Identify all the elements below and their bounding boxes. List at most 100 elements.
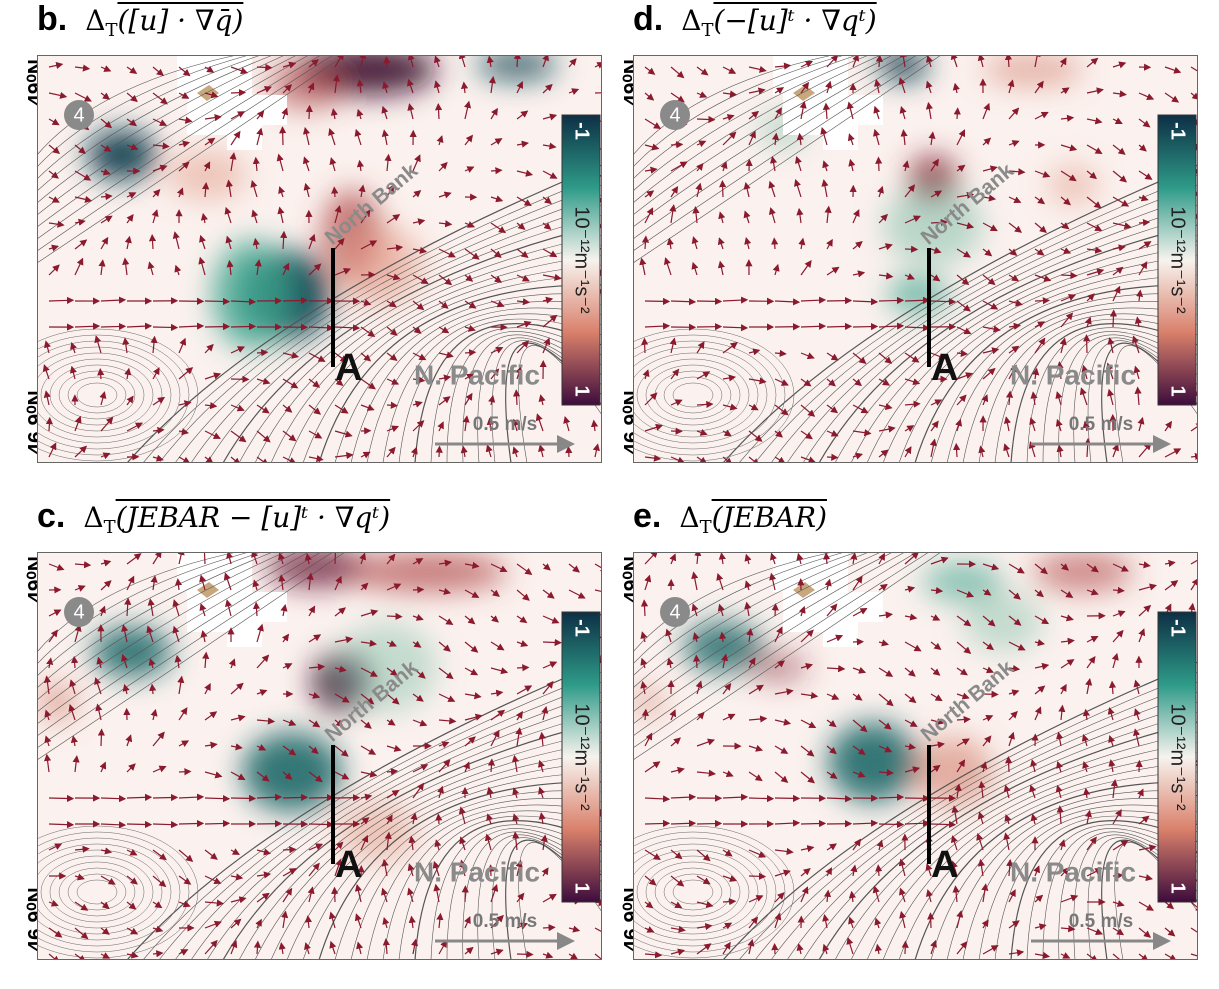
velocity-arrow [278,552,285,565]
velocity-arrow [696,66,709,76]
velocity-arrow [464,736,476,747]
velocity-arrow [69,365,77,380]
velocity-arrow [230,298,257,306]
velocity-arrow [1060,312,1074,328]
velocity-arrow [1134,316,1142,328]
velocity-arrow [74,64,91,72]
colorbar-bottom-label: 1 [1167,882,1189,893]
velocity-arrow [982,367,996,380]
contour [633,352,759,438]
velocity-arrow [172,231,180,250]
velocity-arrow [74,585,86,592]
velocity-arrow [847,133,855,146]
velocity-arrow [538,812,546,825]
velocity-arrow [542,170,558,179]
velocity-arrow [1086,196,1102,209]
velocity-arrow [280,603,288,617]
title-expression: (JEBAR) [711,501,827,534]
velocity-arrow [743,181,751,198]
velocity-arrow [280,230,288,250]
velocity-arrow [1135,289,1144,302]
velocity-arrow [1034,80,1044,94]
velocity-arrow [360,609,379,617]
velocity-arrow [852,55,859,68]
velocity-arrow [1059,57,1067,68]
velocity-arrow [384,831,392,851]
velocity-arrow [332,74,341,94]
contour [633,55,858,180]
velocity-arrow [386,300,397,308]
velocity-arrow [100,193,113,201]
velocity-arrow [670,161,688,172]
velocity-arrow [1190,422,1198,432]
contour [302,274,602,463]
velocity-arrow [178,707,188,721]
velocity-arrow [748,130,756,146]
velocity-arrow [930,274,941,282]
velocity-arrow [152,765,167,773]
contour [786,204,1198,463]
contour [206,214,602,463]
site-label: 4 [73,601,84,623]
contour [58,867,136,917]
velocity-arrow [516,563,533,575]
velocity-arrow [800,430,813,440]
field-blob [1048,165,1098,205]
velocity-arrow [930,420,939,432]
velocity-arrow [644,322,671,330]
velocity-arrow [774,430,784,438]
field-blob [828,722,918,802]
velocity-arrow [538,731,546,747]
velocity-arrow [1086,117,1103,125]
velocity-arrow [644,190,655,198]
velocity-arrow [281,107,289,120]
velocity-arrow [149,683,157,695]
panel: d.ΔT(−[u]ᵗ · ∇qᵗ)49⁰N46.9⁰N153.5⁰E155.6⁰… [596,0,1201,495]
field-blob [888,275,948,315]
velocity-arrow [1034,248,1045,256]
contour [633,55,930,252]
velocity-arrow [1059,337,1067,354]
field-blob [1033,552,1133,592]
velocity-arrow [772,263,780,276]
velocity-arrow [956,274,970,286]
velocity-arrow [282,771,293,780]
velocity-arrow [904,378,921,386]
velocity-arrow [1060,222,1070,230]
velocity-arrow [748,872,767,880]
velocity-arrow [230,66,249,75]
velocity-arrow [178,456,191,463]
velocity-arrow [696,162,704,172]
velocity-arrow [126,118,138,127]
velocity-arrow [516,248,529,258]
velocity-arrow [956,372,974,380]
velocity-arrow [826,404,839,414]
velocity-arrow [1060,271,1078,280]
velocity-arrow [256,349,269,357]
ocean-label: N. Pacific [414,359,540,390]
velocity-arrow [511,418,519,432]
contour [37,552,310,725]
velocity-arrow [198,256,206,276]
contour [633,55,834,156]
velocity-arrow [152,396,166,406]
velocity-arrow [771,603,779,617]
velocity-arrow [147,598,155,617]
velocity-arrow [722,114,735,121]
velocity-arrow [670,141,684,149]
velocity-arrow [644,143,660,151]
velocity-arrow [848,158,856,172]
velocity-arrow [670,399,683,406]
velocity-arrow [670,298,697,306]
velocity-arrow [542,638,562,647]
velocity-arrow [722,66,737,74]
contour [722,164,1198,463]
velocity-arrow [794,178,802,198]
velocity-arrow [126,763,136,773]
velocity-arrow [982,325,1001,333]
velocity-arrow [48,196,60,203]
velocity-arrow [930,820,957,829]
velocity-arrow [360,240,378,250]
velocity-arrow [774,404,789,416]
